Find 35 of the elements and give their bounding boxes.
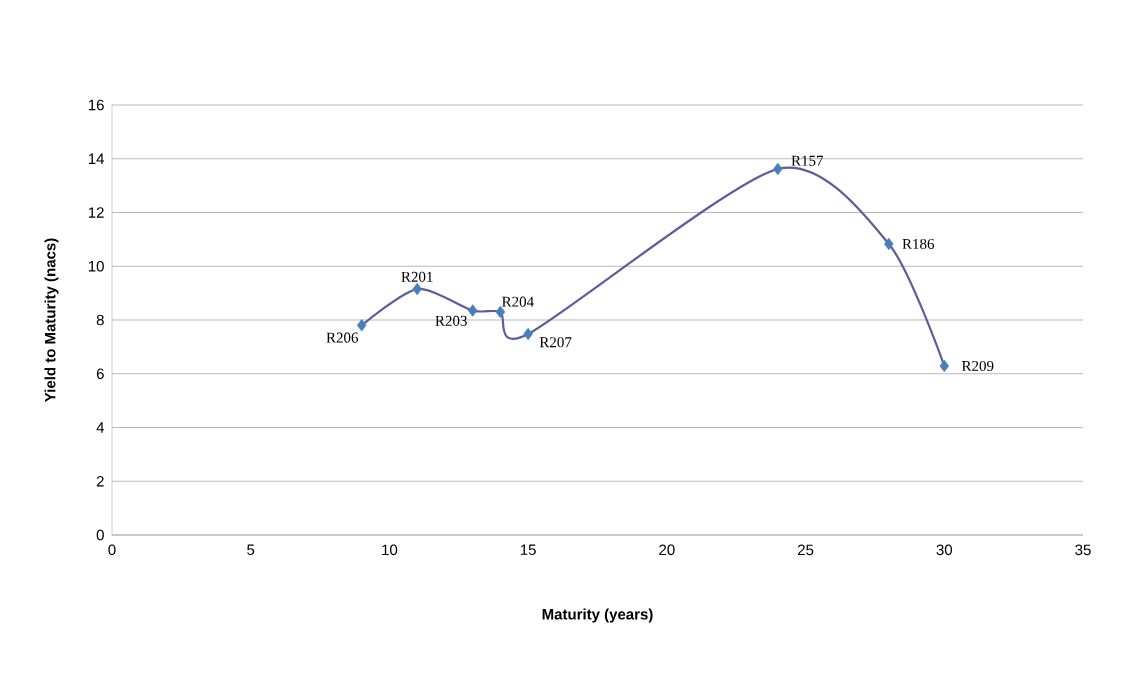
annotation: R203 [435,315,467,326]
annotation: R157 [791,155,824,166]
point [884,237,894,251]
point [412,282,422,296]
annotation: R201 [401,271,433,282]
annotation: R186 [902,238,935,249]
annotation: R209 [961,360,994,372]
annotation: R204 [502,296,534,307]
x-tick-label: 5 [247,544,255,555]
y-tick-label: 2 [96,476,104,487]
x-tick-label: 0 [108,544,116,556]
annotation: R207 [539,337,572,348]
point [523,327,533,341]
x-tick-label: 15 [520,544,536,555]
y-tick-label: 8 [96,314,104,326]
y-tick-label: 10 [88,260,104,272]
x-tick-label: 20 [659,544,675,556]
x-tick-label: 10 [382,544,398,556]
point [467,304,478,317]
y-tick-label: 16 [88,99,104,111]
y-tick-label: 14 [88,153,105,164]
x-tick-label: 30 [936,544,953,556]
y-axis-title: Yield to Maturity (nacs) [44,238,59,402]
point [495,305,506,319]
point [356,319,367,332]
point [773,162,783,176]
x-tick-label: 35 [1075,544,1091,556]
y-tick-label: 12 [88,207,104,218]
point [939,359,949,373]
y-tick-label: 4 [96,422,105,433]
annotation: R206 [326,332,359,343]
x-axis-title: Maturity (years) [542,608,653,623]
x-tick-label: 25 [797,544,814,556]
y-tick-label: 6 [96,368,104,380]
y-tick-label: 0 [96,529,104,541]
